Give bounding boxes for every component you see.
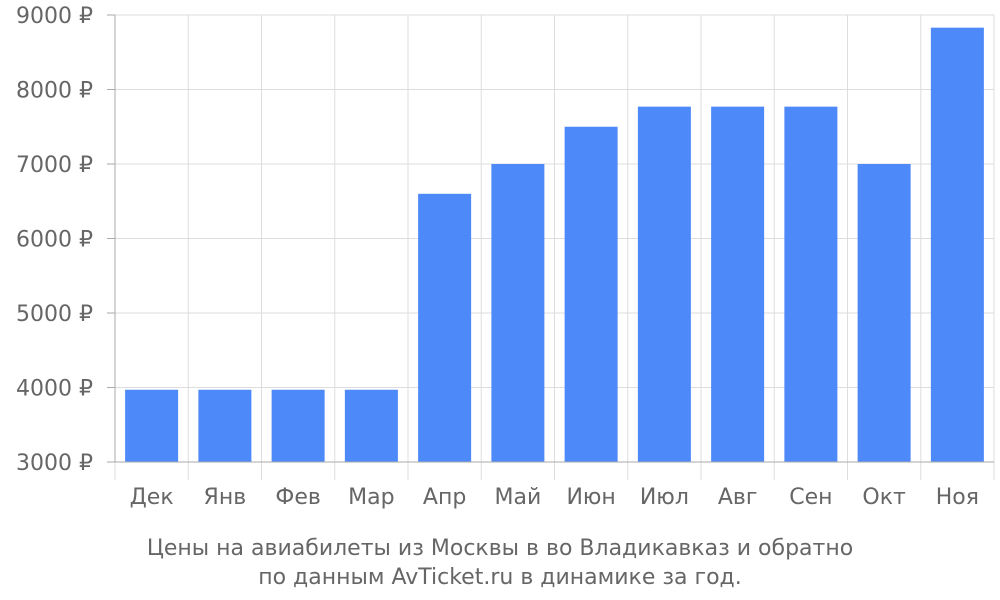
x-tick-label: Фев [275, 485, 320, 510]
x-axis-tick-labels: Дек Янв Фев Мар Апр Май Июн Июл Авг Сен Окт Ноя [130, 485, 979, 510]
y-tick-label: 8000 ₽ [16, 79, 93, 104]
bar-12 [930, 27, 984, 462]
bars [125, 27, 984, 463]
bar-11 [857, 164, 911, 462]
bar-1 [125, 389, 179, 462]
y-tick-label: 9000 ₽ [16, 4, 93, 29]
bar-9 [711, 106, 765, 462]
bar-6 [491, 164, 545, 462]
x-tick-label: Авг [718, 485, 758, 510]
grid [114, 14, 995, 480]
y-tick-label: 4000 ₽ [16, 377, 93, 402]
x-tick-label: Июл [640, 485, 689, 510]
bar-5 [418, 193, 472, 463]
x-tick-label: Янв [204, 485, 247, 510]
axes [107, 14, 994, 463]
bar-2 [198, 389, 252, 462]
y-tick-label: 3000 ₽ [16, 451, 93, 476]
caption-line-2: по данным AvTicket.ru в динамике за год. [258, 565, 742, 590]
y-axis-tick-labels: 3000 ₽ 4000 ₽ 5000 ₽ 6000 ₽ 7000 ₽ 8000 ₽ 9000… [16, 4, 93, 476]
chart-caption: Цены на авиабилеты из Москвы в во Владик… [147, 536, 853, 590]
caption-line-1: Цены на авиабилеты из Москвы в во Владик… [147, 536, 853, 561]
x-tick-label: Сен [789, 485, 832, 510]
x-tick-label: Июн [566, 485, 615, 510]
y-tick-label: 7000 ₽ [16, 153, 93, 178]
bar-10 [784, 106, 838, 462]
y-tick-label: 6000 ₽ [16, 228, 93, 253]
y-tick-label: 5000 ₽ [16, 302, 93, 327]
x-tick-label: Дек [130, 485, 174, 510]
bar-4 [344, 389, 398, 462]
bar-8 [637, 106, 691, 462]
x-tick-label: Апр [423, 485, 466, 510]
bar-3 [271, 389, 325, 462]
x-tick-label: Май [494, 485, 541, 510]
x-tick-label: Окт [862, 485, 906, 510]
x-tick-label: Мар [348, 485, 394, 510]
x-tick-label: Ноя [936, 485, 979, 510]
bar-7 [564, 126, 618, 462]
